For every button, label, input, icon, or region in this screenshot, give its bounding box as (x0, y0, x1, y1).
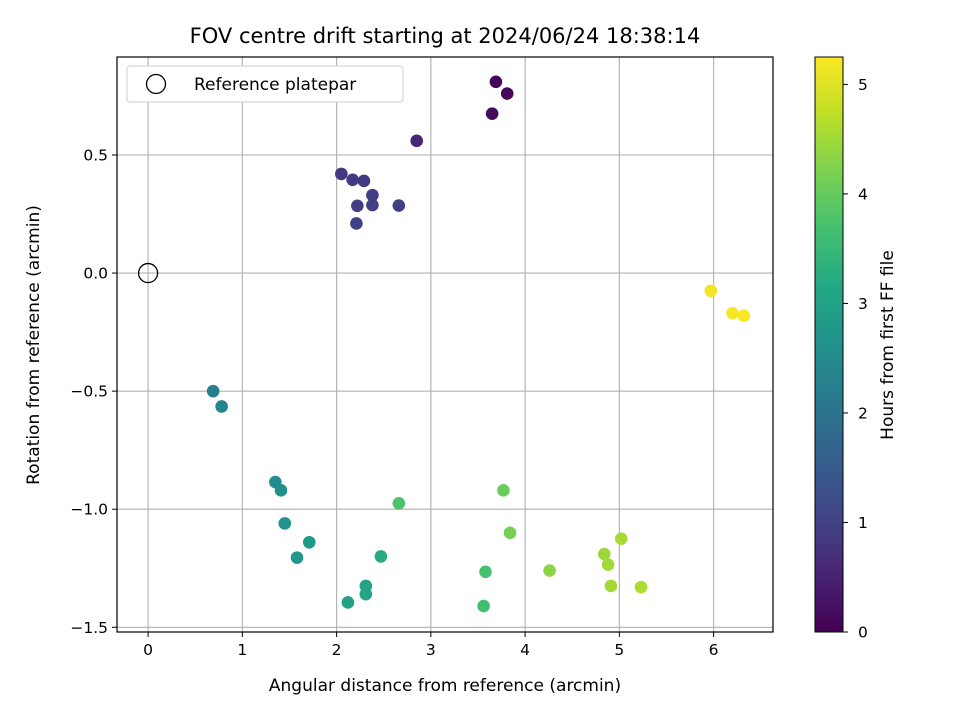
x-tick-label: 2 (332, 641, 342, 659)
legend-box (126, 65, 404, 103)
legend-marker-reference (145, 73, 167, 95)
data-point (215, 400, 228, 413)
grid (117, 57, 773, 632)
data-point (604, 579, 618, 593)
data-point (489, 75, 503, 89)
data-point (497, 484, 510, 497)
colorbar-tick-label: 1 (858, 514, 868, 532)
data-point (601, 558, 615, 572)
y-tick-label: −0.5 (70, 383, 108, 401)
data-points (137, 75, 751, 613)
data-point (274, 484, 288, 497)
y-tick-label: −1.5 (70, 619, 108, 637)
data-point (206, 384, 220, 398)
axes: 0 1 2 3 4 5 6 −1.5 −1.0 −0.5 0.0 0.5 (70, 146, 718, 659)
colorbar-tick-label: 0 (858, 624, 868, 642)
colorbar-ticks: 0 1 2 3 4 5 (843, 76, 868, 642)
data-point (374, 550, 388, 563)
colorbar-tick-label: 4 (858, 185, 868, 203)
data-point (366, 188, 379, 202)
colorbar-gradient (814, 56, 844, 633)
data-point (614, 532, 628, 546)
x-tick-label: 3 (426, 641, 436, 659)
y-tick-label: 0.5 (83, 146, 108, 164)
data-point (479, 565, 492, 579)
data-point (335, 167, 348, 181)
data-point (302, 535, 316, 549)
data-point (543, 564, 556, 577)
chart-title: FOV centre drift starting at 2024/06/24 … (190, 24, 701, 48)
colorbar-tick-label: 2 (858, 404, 868, 422)
reference-platepar-marker (137, 262, 159, 284)
data-point (477, 599, 490, 613)
data-point (704, 284, 718, 298)
y-axis-label: Rotation from reference (arcmin) (24, 205, 44, 485)
colorbar-tick-label: 3 (858, 295, 868, 313)
x-tick-label: 1 (237, 641, 247, 659)
x-tick-label: 4 (520, 641, 530, 659)
data-point (351, 199, 364, 213)
data-point (410, 134, 424, 148)
colorbar-label: Hours from first FF file (878, 250, 898, 440)
legend: Reference platepar (126, 65, 404, 103)
data-point (346, 173, 359, 187)
colorbar-tick-label: 5 (858, 76, 868, 94)
x-tick-label: 5 (614, 641, 624, 659)
data-point (597, 547, 611, 561)
data-point (341, 596, 355, 609)
colorbar: 0 1 2 3 4 5 Hours from first FF file (814, 56, 898, 642)
data-point (392, 199, 406, 212)
data-point (290, 551, 304, 564)
x-tick-label: 0 (143, 641, 153, 659)
data-point (634, 580, 648, 594)
data-point (366, 198, 379, 212)
data-point (359, 587, 373, 601)
data-point (737, 309, 751, 322)
x-tick-label: 6 (709, 641, 719, 659)
x-axis-label: Angular distance from reference (arcmin) (269, 676, 621, 696)
data-point (350, 217, 363, 230)
y-tick-label: 0.0 (83, 265, 108, 283)
data-point (500, 87, 514, 100)
data-point (357, 174, 371, 188)
plot-frame (116, 56, 774, 633)
data-point (726, 306, 739, 320)
data-point (392, 497, 406, 510)
y-tick-label: −1.0 (70, 501, 108, 519)
data-point (278, 517, 292, 530)
data-point (503, 526, 517, 540)
data-point (485, 107, 499, 120)
legend-label-reference: Reference platepar (194, 75, 356, 95)
